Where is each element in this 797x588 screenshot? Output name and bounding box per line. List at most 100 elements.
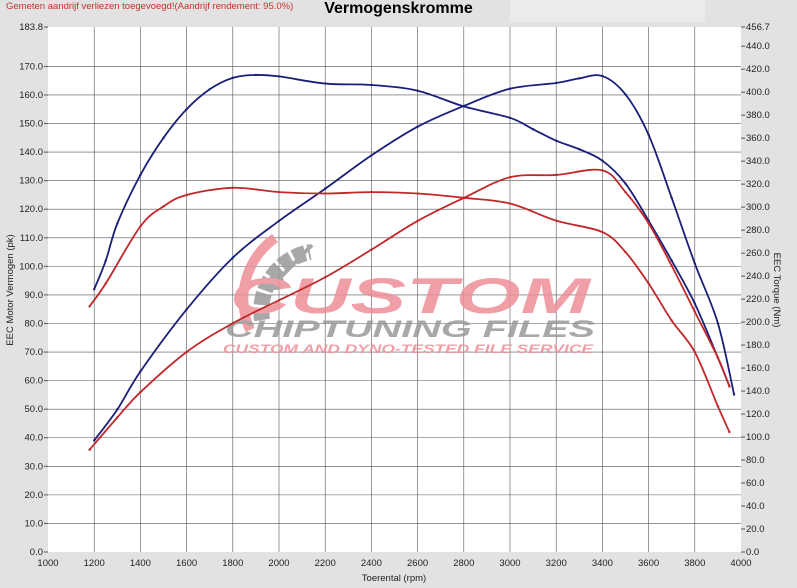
y-tick-label: 120.0 xyxy=(19,204,43,215)
y-tick-label: 160.0 xyxy=(19,90,43,101)
data-point xyxy=(370,190,373,194)
data-point xyxy=(508,116,512,120)
data-point xyxy=(324,276,327,279)
data-point xyxy=(670,196,673,200)
data-point xyxy=(231,186,234,190)
y2-tick-label: 260.0 xyxy=(746,248,770,259)
data-point xyxy=(416,192,419,195)
data-point xyxy=(693,262,696,265)
gauge-needle-icon xyxy=(274,243,314,284)
data-point xyxy=(693,302,696,305)
data-point xyxy=(601,230,604,234)
y-tick-label: 40.0 xyxy=(25,433,44,444)
y2-tick-label: 100.0 xyxy=(746,432,770,443)
data-point xyxy=(693,350,696,354)
data-point xyxy=(139,173,142,177)
data-point xyxy=(93,288,96,291)
data-point xyxy=(624,182,627,185)
watermark-line2: CHIPTUNING FILES xyxy=(225,316,595,343)
y-tick-label: 20.0 xyxy=(25,490,44,501)
x-tick-label: 3000 xyxy=(499,558,520,569)
data-point xyxy=(578,77,581,80)
data-point xyxy=(416,89,419,92)
data-point xyxy=(277,190,281,194)
data-point xyxy=(624,190,627,194)
y-tick-label: 50.0 xyxy=(25,404,44,415)
data-point xyxy=(555,173,558,177)
data-point xyxy=(324,187,327,190)
data-point xyxy=(670,319,673,322)
data-point xyxy=(647,222,650,225)
watermark-line3: CUSTOM AND DYNO-TESTED FILE SERVICE xyxy=(223,342,594,356)
y2-tick-label: 40.0 xyxy=(746,501,765,512)
x-tick-label: 4000 xyxy=(730,558,751,569)
data-point xyxy=(370,83,373,87)
y-tick-label: 130.0 xyxy=(19,176,43,187)
x-tick-label: 3200 xyxy=(546,558,567,569)
y2-tick-label: 120.0 xyxy=(746,409,770,420)
gauge-hub-icon xyxy=(268,274,284,290)
data-point xyxy=(578,148,581,151)
data-point xyxy=(647,282,650,285)
y2-tick-label: 280.0 xyxy=(746,225,770,236)
data-point xyxy=(624,93,627,96)
chart-title: Vermogenskromme xyxy=(324,0,473,17)
data-point xyxy=(104,259,107,262)
data-point xyxy=(728,430,731,434)
x-tick-label: 3400 xyxy=(592,558,613,569)
data-point xyxy=(116,222,119,225)
data-point xyxy=(716,356,720,359)
y-tick-label: 90.0 xyxy=(25,290,44,301)
data-point xyxy=(88,305,91,308)
data-point xyxy=(139,225,142,228)
data-point xyxy=(162,205,165,208)
y-tick-label: 110.0 xyxy=(20,233,43,244)
data-point xyxy=(231,322,234,325)
x-tick-label: 1200 xyxy=(84,558,105,569)
y-tick-label: 100.0 xyxy=(19,261,43,272)
y2-tick-label: 20.0 xyxy=(746,524,765,535)
y-tick-label: 183.8 xyxy=(19,22,43,33)
data-point xyxy=(728,385,731,388)
y2-tick-label: 420.0 xyxy=(746,64,770,75)
data-point xyxy=(693,310,696,313)
y-tick-label: 80.0 xyxy=(25,318,44,329)
data-point xyxy=(555,219,558,222)
x-tick-label: 2000 xyxy=(268,558,289,569)
y-tick-label: 60.0 xyxy=(25,376,44,387)
data-point xyxy=(231,76,234,80)
y-axis-label: EEC Motor Vermogen (pk) xyxy=(5,234,16,345)
data-point xyxy=(601,159,604,162)
data-point xyxy=(277,219,281,223)
data-point xyxy=(88,448,91,451)
data-point xyxy=(716,405,720,408)
data-point xyxy=(670,264,673,267)
data-point xyxy=(277,299,281,302)
data-point xyxy=(116,416,119,419)
y2-tick-label: 456.7 xyxy=(746,22,770,33)
data-point xyxy=(416,219,419,223)
y2-tick-label: 80.0 xyxy=(746,455,765,466)
data-point xyxy=(508,176,512,179)
data-point xyxy=(324,192,327,195)
y2-tick-label: 300.0 xyxy=(746,202,770,213)
data-point xyxy=(254,73,258,77)
y2-tick-label: 240.0 xyxy=(746,271,770,282)
x-tick-label: 1800 xyxy=(222,558,243,569)
plot-area xyxy=(48,27,741,552)
gauge-arc-icon xyxy=(238,233,278,333)
x-tick-label: 3600 xyxy=(638,558,659,569)
y-tick-label: 30.0 xyxy=(25,461,44,472)
data-point xyxy=(370,248,373,251)
y2-tick-label: 320.0 xyxy=(746,179,770,190)
data-point xyxy=(647,133,650,136)
data-point xyxy=(508,87,512,90)
data-point xyxy=(93,439,96,442)
data-point xyxy=(185,108,188,111)
data-point xyxy=(462,104,465,108)
data-point xyxy=(716,322,720,325)
data-point xyxy=(555,139,558,142)
y2-tick-label: 160.0 xyxy=(746,363,770,374)
data-point xyxy=(208,88,211,91)
